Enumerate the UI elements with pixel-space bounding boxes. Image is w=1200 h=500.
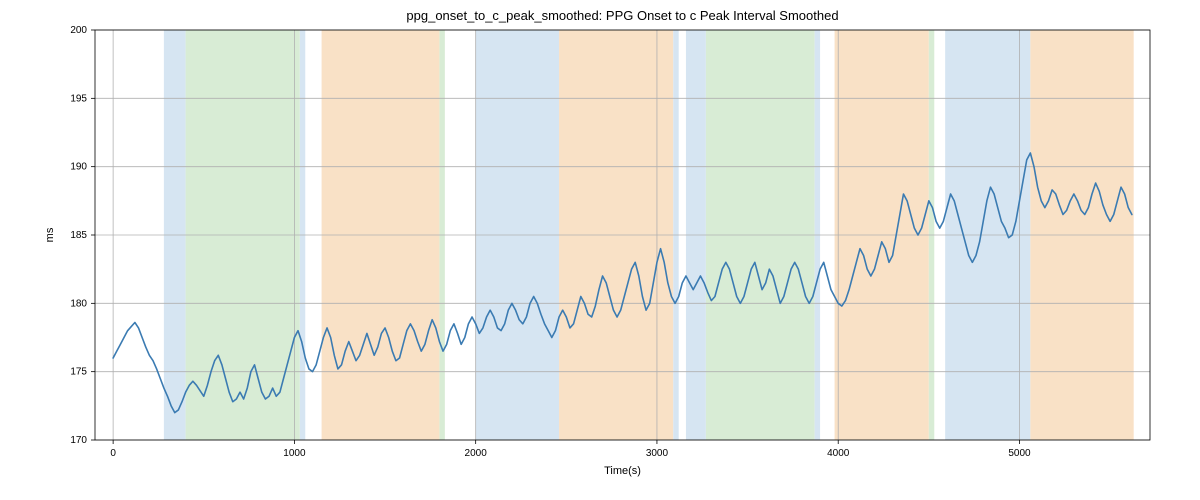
y-axis-label: ms xyxy=(44,227,56,242)
x-tick-label: 5000 xyxy=(1008,448,1031,459)
y-tick-label: 170 xyxy=(70,435,87,446)
chart-container: 0 1000 2000 3000 4000 5000 170 175 180 185 190 195 2… xyxy=(0,0,1200,500)
x-tick-label: 1000 xyxy=(283,448,306,459)
x-tick-label: 0 xyxy=(110,448,116,459)
y-tick-label: 200 xyxy=(70,25,87,36)
chart-title: ppg_onset_to_c_peak_smoothed: PPG Onset … xyxy=(406,8,838,23)
y-tick-label: 190 xyxy=(70,162,87,173)
x-tick-label: 4000 xyxy=(827,448,850,459)
y-tick-label: 175 xyxy=(70,367,87,378)
x-tick-label: 2000 xyxy=(465,448,488,459)
x-axis-label: Time(s) xyxy=(604,465,641,477)
line-chart: 0 1000 2000 3000 4000 5000 170 175 180 185 190 195 2… xyxy=(0,0,1200,500)
y-tick-label: 180 xyxy=(70,298,87,309)
y-tick-label: 195 xyxy=(70,93,87,104)
y-tick-label: 185 xyxy=(70,230,87,241)
x-tick-label: 3000 xyxy=(646,448,669,459)
